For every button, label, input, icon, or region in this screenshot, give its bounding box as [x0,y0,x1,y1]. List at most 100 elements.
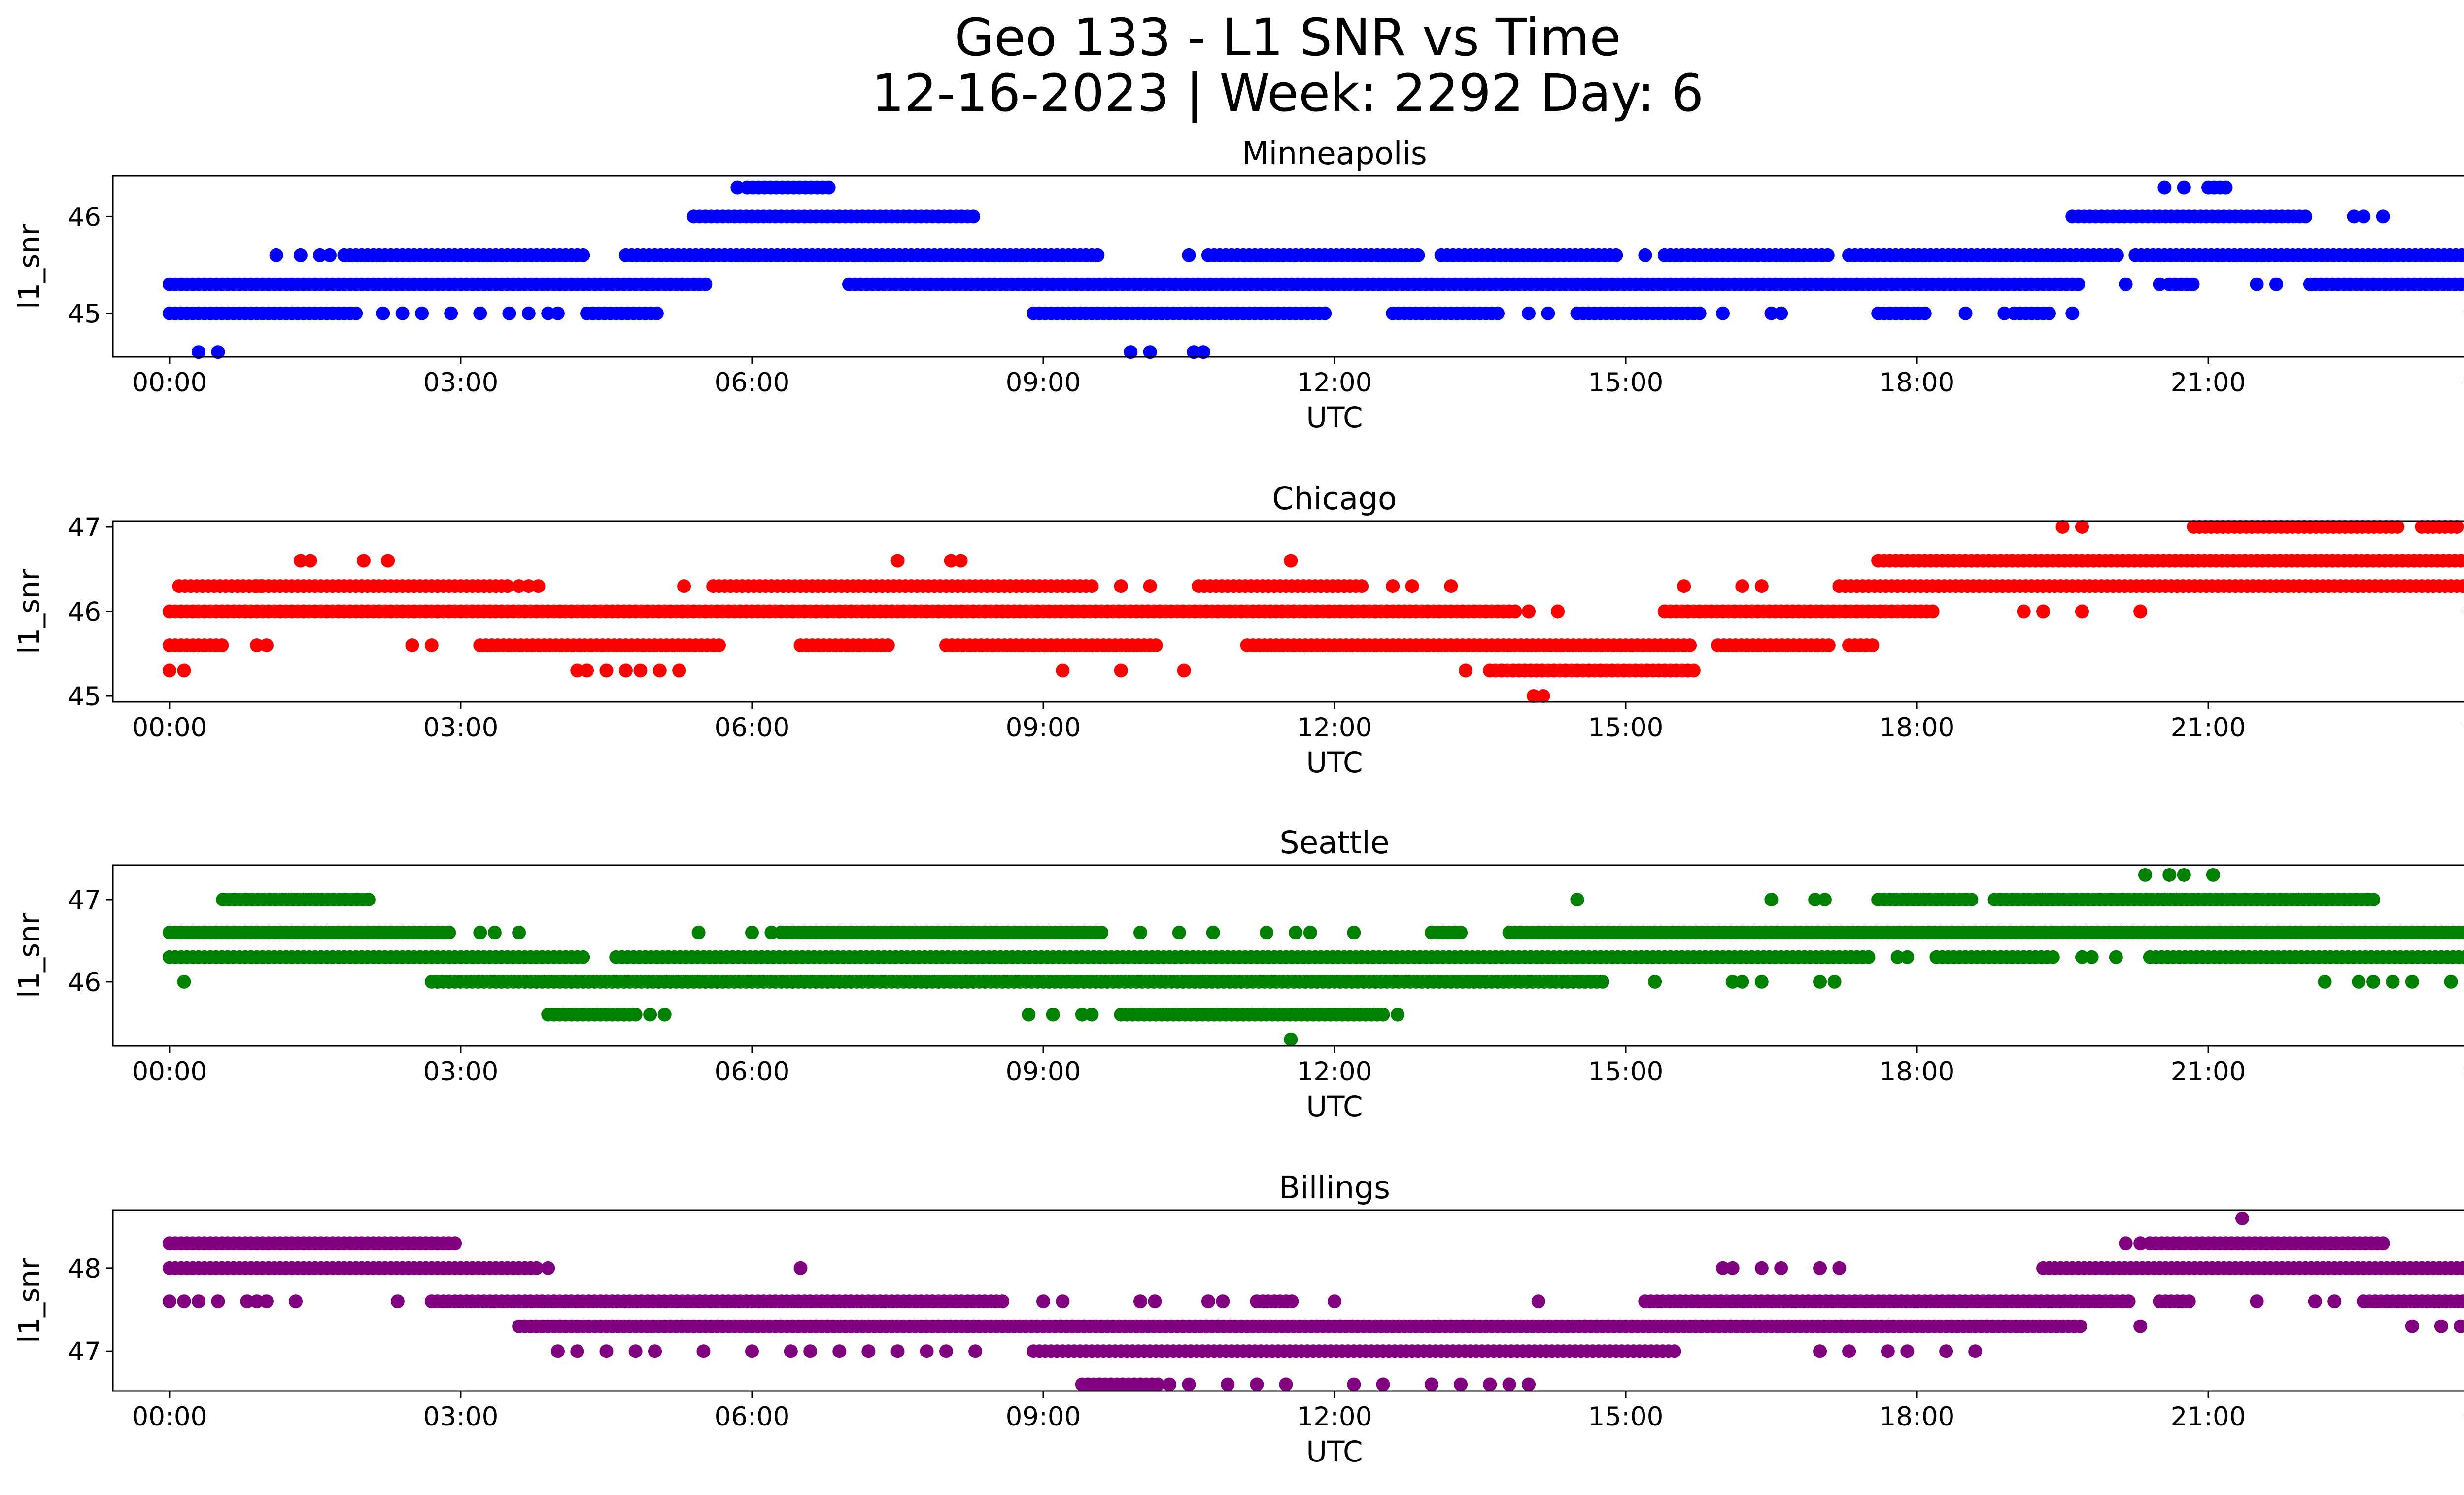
data-point [1197,345,1210,359]
data-point [1925,604,1940,619]
data-point [259,638,274,653]
data-point [2042,306,2056,320]
data-point [1692,306,1707,320]
data-point [2444,974,2458,989]
data-point [944,554,958,568]
data-point [1085,1008,1099,1022]
data-point [2434,1319,2448,1333]
data-point [881,638,895,653]
data-point [1842,1344,1856,1358]
data-point [2071,277,2086,291]
data-point [745,1344,759,1358]
data-point [2133,1236,2148,1251]
data-point [1968,1344,1983,1358]
data-point [1774,306,1788,320]
data-point [2075,520,2089,534]
data-point [1716,1261,1730,1275]
data-point [390,1294,405,1309]
data-point [487,925,502,939]
data-point [177,663,191,678]
data-point [1425,1377,1438,1391]
data-point [1284,1032,1298,1046]
x-tick-label: 03:00 [423,1057,499,1087]
data-point [1216,1294,1230,1309]
data-point [1754,1261,1769,1275]
data-point [1260,925,1274,939]
data-point [1347,925,1361,939]
data-point [444,306,458,320]
data-point [1754,579,1769,593]
data-point [1667,1344,1681,1358]
x-tick-label: 18:00 [1880,1057,1955,1087]
y-tick-label: 47 [68,1337,101,1367]
data-point [650,306,664,320]
data-point [1551,604,1565,619]
data-point [2454,1319,2464,1333]
data-point [521,579,536,593]
x-tick-label: 09:00 [1006,368,1081,398]
data-point [2460,554,2464,567]
x-tick-label: 18:00 [1880,368,1955,398]
data-point [177,974,191,989]
x-axis-label: UTC [1306,1435,1363,1468]
data-point [2386,974,2400,989]
x-tick-label: 18:00 [1880,713,1955,743]
data-point [1813,1344,1827,1358]
data-point [521,306,536,320]
data-point [2085,950,2099,964]
data-points [162,868,2464,1046]
data-point [1483,1377,1497,1391]
data-point [1526,689,1540,703]
x-tick-label: 21:00 [2171,1402,2246,1432]
data-point [861,1344,876,1358]
data-point [2405,974,2419,989]
data-points [162,180,2464,359]
data-point [2177,180,2191,195]
subplot-title: Billings [1279,1170,1390,1206]
x-tick-label: 03:00 [423,1402,499,1432]
data-point [628,1344,643,1358]
data-point [303,554,317,568]
x-tick-label: 03:00 [423,713,499,743]
data-point [2122,1294,2136,1309]
x-tick-label: 15:00 [1588,1402,1664,1432]
data-point [954,554,968,568]
y-axis-label: l1_snr [12,224,46,309]
data-point [1143,579,1157,593]
data-point [1114,579,1128,593]
data-point [2352,974,2366,989]
data-point [1056,1294,1070,1309]
data-point [696,1344,711,1358]
data-point [269,248,283,262]
data-point [1075,1008,1089,1022]
data-point [793,1261,808,1275]
data-point [2119,1236,2133,1251]
data-point [2219,180,2233,195]
data-point [1133,925,1147,939]
data-point [1328,1294,1341,1309]
data-point [1182,248,1196,262]
data-point [1964,893,1979,907]
data-point [1355,579,1369,593]
data-point [570,663,584,678]
data-point [1386,579,1400,593]
data-point [1890,950,1905,964]
data-point [1813,1261,1827,1275]
data-point [1686,663,1701,678]
data-point [500,579,514,593]
data-point [1454,1377,1468,1391]
data-point [1151,1377,1165,1391]
data-point [648,1344,662,1358]
data-point [1124,345,1138,359]
x-tick-label: 15:00 [1588,368,1664,398]
data-point [2036,604,2051,619]
data-point [192,1294,205,1309]
data-point [2110,248,2124,262]
x-tick-label: 00:00 [132,713,207,743]
data-point [1454,925,1468,939]
data-point [2298,209,2313,224]
data-point [2450,520,2464,534]
data-point [1095,925,1109,939]
data-point [2327,1294,2342,1309]
data-point [1808,893,1822,907]
